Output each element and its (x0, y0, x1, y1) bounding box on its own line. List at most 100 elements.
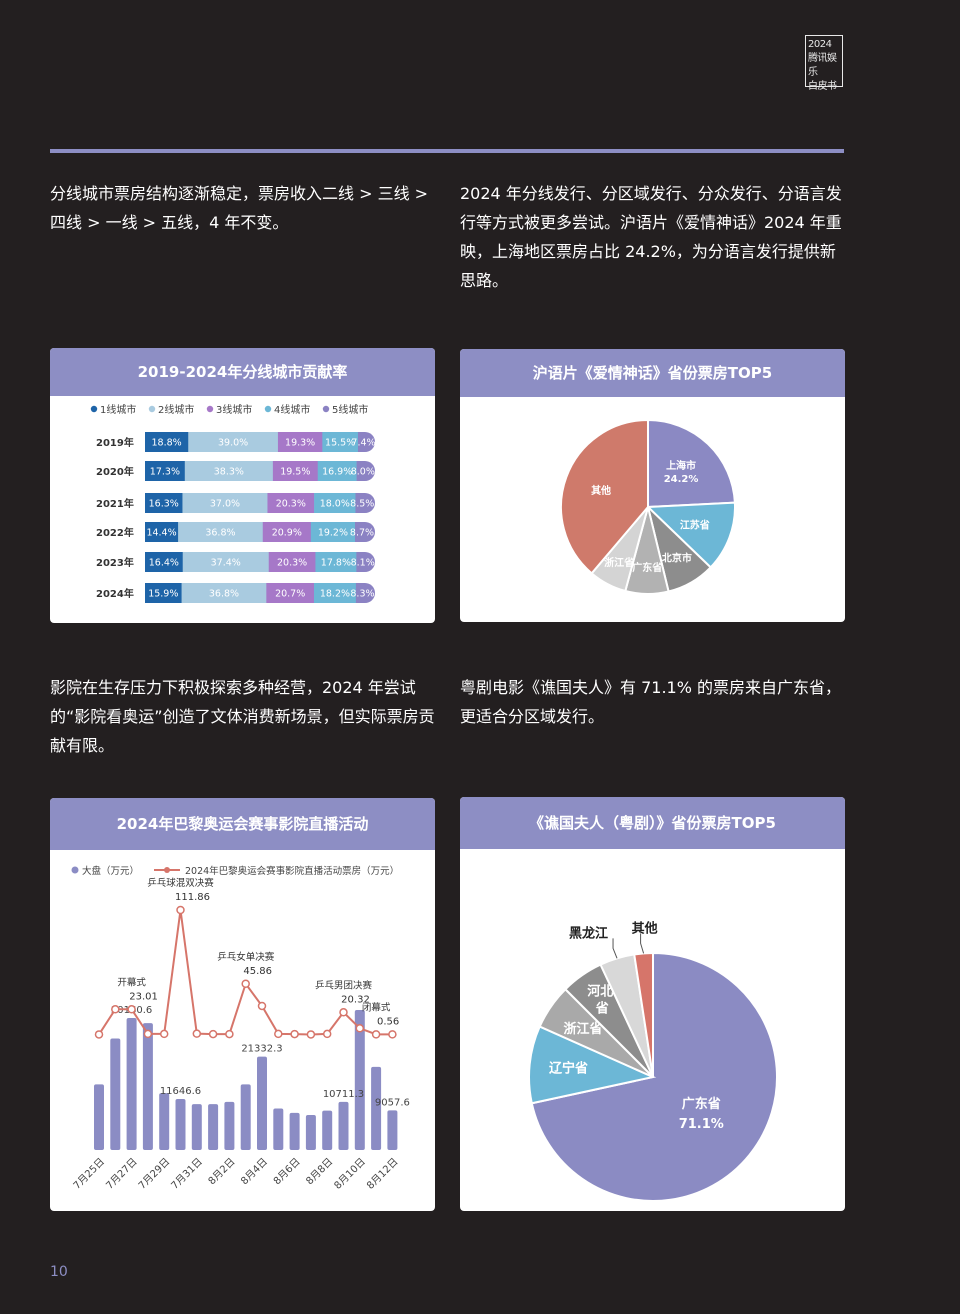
olympics-chart: 大盘（万元）2024年巴黎奥运会赛事影院直播活动票房（万元）30160.6116… (71, 865, 410, 1192)
bar (126, 1018, 137, 1150)
bar-segment (145, 432, 189, 452)
x-tick-label: 8月10日 (332, 1156, 368, 1192)
slice-value: 71.1% (679, 1117, 724, 1132)
slice-label: 河北 (587, 984, 613, 1000)
page-number: 10 (50, 1264, 68, 1280)
bar-value-label: 37.0% (210, 499, 240, 510)
legend-swatch-1 (90, 405, 98, 413)
bar-segment (322, 432, 359, 452)
x-tick-label: 8月12日 (364, 1156, 400, 1192)
line-point (241, 979, 250, 989)
paragraph-cantonese-opera: 粤剧电影《谯国夫人》有 71.1% 的票房来自广东省，更适合分区域发行。 (460, 678, 842, 726)
x-tick-label: 7月27日 (104, 1156, 140, 1192)
line-point (94, 1030, 104, 1039)
logo-line-3: 白皮书 (808, 81, 837, 92)
bar-segment (355, 583, 375, 603)
bar-value-label: 20.3% (276, 499, 306, 510)
bar-segment (267, 493, 315, 513)
slice-label: 省 (595, 1001, 609, 1017)
bar-segment (145, 493, 183, 513)
line-point (322, 1029, 332, 1039)
bar-segment (356, 552, 375, 572)
bar-value-label: 37.4% (211, 558, 241, 569)
bar-value-label: 16.3% (149, 499, 179, 510)
line-annotation-label: 开幕式 (117, 976, 146, 988)
row-label: 2024年 (96, 587, 134, 600)
line-annotation-value: 23.01 (129, 991, 158, 1002)
slice-value: 24.2% (664, 474, 699, 485)
line-annotation-value: 20.32 (341, 994, 370, 1005)
bar-segment (356, 461, 375, 481)
bar-data-label: 21332.3 (241, 1044, 282, 1055)
bar-value-label: 8.1% (351, 558, 375, 569)
city-tier-chart: 1线城市 2线城市 3线城市 4线城市 5线城市 2019年 18.8% 39.0% 19.3%… (90, 403, 376, 603)
bar (94, 1084, 104, 1150)
line-point (176, 905, 185, 915)
bar-segment (182, 552, 270, 572)
pie-slice (647, 418, 736, 509)
bar-segment (317, 461, 357, 481)
bar-value-label: 15.9% (148, 589, 178, 600)
paragraph-city-tiers: 分线城市票房结构逐渐稳定，票房收入二线 > 三线 > 四线 > 一线 > 五线，… (50, 184, 429, 232)
row-label: 2021年 (96, 497, 134, 510)
bar (387, 1110, 398, 1150)
bar (175, 1099, 186, 1150)
bar-data-label: 10711.3 (323, 1089, 364, 1100)
bar-value-label: 39.0% (218, 438, 248, 449)
bar-segment (178, 522, 264, 542)
bar-value-label: 19.2% (318, 528, 348, 539)
leader-line (612, 938, 618, 959)
legend-label-4: 4线城市 (274, 403, 310, 416)
line-annotation-label: 乒乓女单决赛 (217, 951, 275, 963)
bar-value-label: 20.7% (275, 589, 305, 600)
city-tier-chart-card: 2019-2024年分线城市贡献率 1线城市 2线城市 3线城市 4线城市 5线城市 20… (50, 348, 435, 623)
bar-segment (272, 461, 319, 481)
line-point (225, 1029, 234, 1039)
pie-slice (560, 418, 649, 575)
logo-line-1: 2024 (808, 39, 832, 50)
bar-segment (182, 493, 268, 513)
line-point (127, 1005, 136, 1014)
legend-label-line: 2024年巴黎奥运会赛事影院直播活动票房（万元） (185, 865, 399, 877)
bar-segment (277, 432, 323, 452)
pie-slice (645, 501, 736, 569)
pie-slice (528, 1025, 657, 1105)
x-tick-label: 8月8日 (304, 1156, 336, 1188)
logo-line-2: 腾讯娱乐 (808, 53, 837, 78)
line-annotation-label: 乒乓男团决赛 (315, 979, 373, 991)
bar-segment (145, 461, 186, 481)
slice-label: 上海市 (666, 459, 696, 472)
bar-segment (145, 522, 179, 542)
line-annotation-label: 闭幕式 (362, 1001, 391, 1013)
paragraph-distribution: 2024 年分线发行、分区域发行、分众发行、分语言发行等方式被更多尝试。沪语片《… (460, 184, 842, 290)
bar (322, 1110, 333, 1150)
olympics-chart-card: 2024年巴黎奥运会赛事影院直播活动 大盘（万元） 2024年巴黎奥运会赛事影院直… (50, 798, 435, 1211)
bar-value-label: 8.3% (350, 589, 374, 600)
bar (305, 1115, 316, 1150)
slice-label: 广东省 (632, 561, 662, 574)
bar-segment (315, 552, 357, 572)
bar-value-label: 18.2% (320, 589, 350, 600)
header-divider (50, 149, 844, 153)
line-point (306, 1030, 316, 1039)
slice-label: 浙江省 (563, 1021, 602, 1037)
pie-slice (633, 951, 654, 1078)
bar-value-label: 8.7% (350, 528, 374, 539)
slice-label: 浙江省 (604, 556, 634, 569)
line-point (355, 1024, 365, 1033)
line-point (388, 1030, 397, 1039)
line-point (208, 1029, 218, 1039)
line-point (111, 1005, 120, 1014)
slice-label: 辽宁省 (549, 1060, 588, 1076)
love-myth-pie-title: 沪语片《爱情神话》省份票房TOP5 (460, 349, 845, 397)
slice-label: 其他 (591, 484, 611, 497)
legend-label-3: 3线城市 (216, 403, 252, 416)
bar (273, 1108, 284, 1150)
bar-value-label: 14.4% (146, 528, 176, 539)
bar-value-label: 38.3% (214, 467, 244, 478)
line-annotation-value: 45.86 (243, 966, 272, 977)
bar-segment (355, 493, 375, 513)
x-tick-label: 8月4日 (238, 1156, 270, 1188)
x-tick-label: 8月2日 (206, 1156, 238, 1188)
leader-line (640, 933, 645, 954)
